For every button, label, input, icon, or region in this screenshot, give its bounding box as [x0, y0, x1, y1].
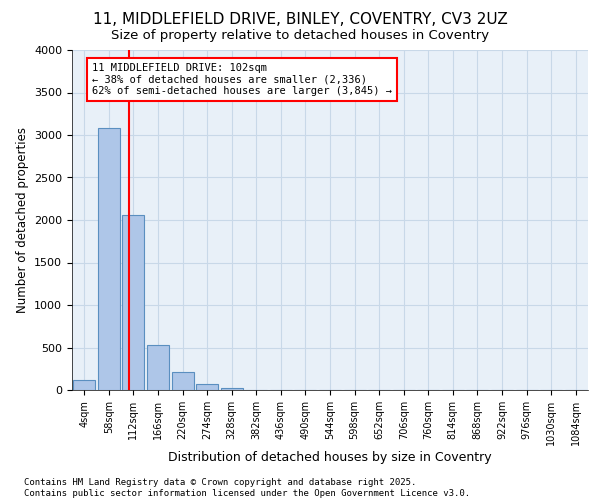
Bar — [73, 380, 95, 390]
Bar — [98, 128, 120, 390]
Text: 11, MIDDLEFIELD DRIVE, BINLEY, COVENTRY, CV3 2UZ: 11, MIDDLEFIELD DRIVE, BINLEY, COVENTRY,… — [92, 12, 508, 28]
Text: Size of property relative to detached houses in Coventry: Size of property relative to detached ho… — [111, 29, 489, 42]
Bar — [196, 384, 218, 390]
Bar — [147, 345, 169, 390]
Bar — [122, 215, 145, 390]
Bar — [172, 372, 194, 390]
Bar — [221, 388, 243, 390]
Text: 11 MIDDLEFIELD DRIVE: 102sqm
← 38% of detached houses are smaller (2,336)
62% of: 11 MIDDLEFIELD DRIVE: 102sqm ← 38% of de… — [92, 62, 392, 96]
Text: Contains HM Land Registry data © Crown copyright and database right 2025.
Contai: Contains HM Land Registry data © Crown c… — [24, 478, 470, 498]
Y-axis label: Number of detached properties: Number of detached properties — [16, 127, 29, 313]
X-axis label: Distribution of detached houses by size in Coventry: Distribution of detached houses by size … — [168, 450, 492, 464]
